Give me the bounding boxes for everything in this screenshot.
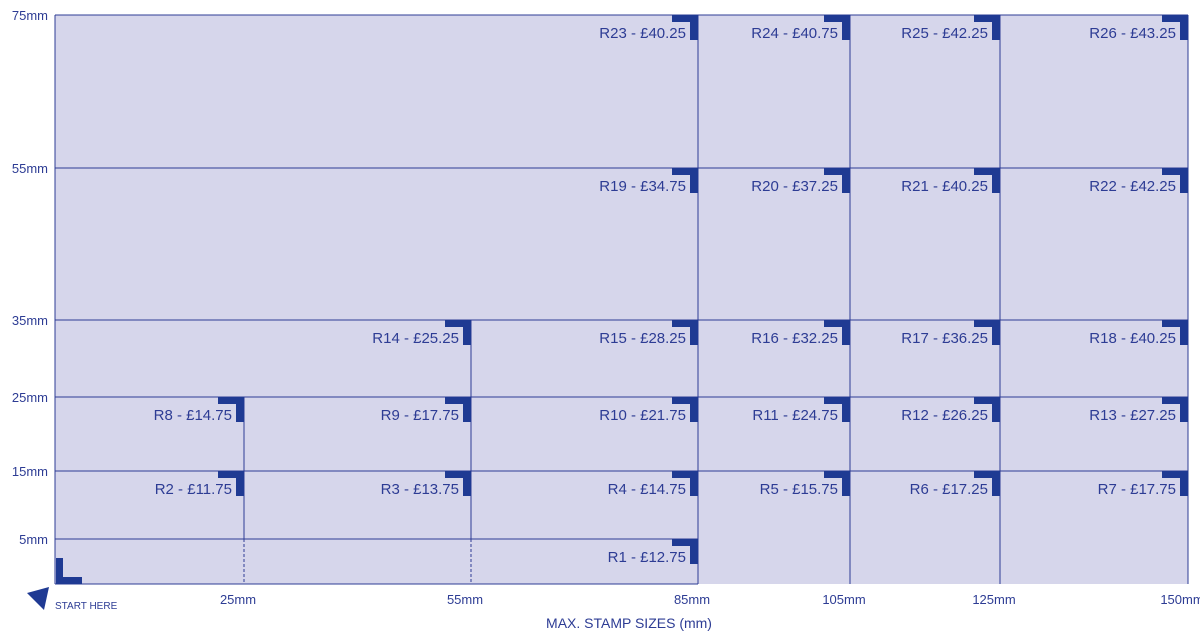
stamp-corner-icon-21 bbox=[974, 168, 1000, 193]
stamp-corner-icon-18 bbox=[1162, 320, 1188, 345]
stamp-corner-icon-3 bbox=[445, 471, 471, 496]
stamp-label-11: R11 - £24.75 bbox=[752, 407, 838, 424]
start-here-label: START HERE bbox=[55, 601, 118, 612]
stamp-corner-icon-7 bbox=[1162, 471, 1188, 496]
x-tick-label: 150mm bbox=[1160, 592, 1200, 607]
stamp-corner-icon-10 bbox=[672, 397, 698, 422]
stamp-corner-icon-2 bbox=[218, 471, 244, 496]
stamp-corner-icon-9 bbox=[445, 397, 471, 422]
stamp-corner-icon-24 bbox=[824, 15, 850, 40]
stamp-label-25: R25 - £42.25 bbox=[901, 25, 988, 42]
stamp-label-23: R23 - £40.25 bbox=[599, 25, 686, 42]
stamp-label-20: R20 - £37.25 bbox=[751, 178, 838, 195]
x-tick-label: 85mm bbox=[674, 592, 710, 607]
stamp-corner-icon-20 bbox=[824, 168, 850, 193]
stamp-label-3: R3 - £13.75 bbox=[381, 481, 459, 498]
stamp-corner-icon-5 bbox=[824, 471, 850, 496]
stamp-label-14: R14 - £25.25 bbox=[372, 330, 459, 347]
x-tick-label: 125mm bbox=[972, 592, 1015, 607]
stamp-corner-icon-12 bbox=[974, 397, 1000, 422]
stamp-corner-icon-16 bbox=[824, 320, 850, 345]
stamp-label-18: R18 - £40.25 bbox=[1089, 330, 1176, 347]
stamp-label-6: R6 - £17.25 bbox=[910, 481, 988, 498]
stamp-corner-icon-15 bbox=[672, 320, 698, 345]
stamp-label-8: R8 - £14.75 bbox=[154, 407, 232, 424]
stamp-label-15: R15 - £28.25 bbox=[599, 330, 686, 347]
stamp-label-24: R24 - £40.75 bbox=[751, 25, 838, 42]
stamp-label-21: R21 - £40.25 bbox=[901, 178, 988, 195]
x-tick-label: 105mm bbox=[822, 592, 865, 607]
stamp-corner-icon-22 bbox=[1162, 168, 1188, 193]
start-marker: START HERE bbox=[27, 558, 118, 612]
y-tick-label: 55mm bbox=[12, 161, 48, 176]
stamp-corner-icon-14 bbox=[445, 320, 471, 345]
stamp-label-10: R10 - £21.75 bbox=[599, 407, 686, 424]
y-tick-label: 15mm bbox=[12, 464, 48, 479]
stamp-corner-icon-25 bbox=[974, 15, 1000, 40]
y-axis: 5mm 15mm 25mm 35mm 55mm 75mm bbox=[12, 8, 48, 547]
x-axis: 25mm 55mm 85mm 105mm 125mm 150mm bbox=[220, 592, 1200, 607]
stamp-corner-icon-17 bbox=[974, 320, 1000, 345]
stamp-corner-icon-19 bbox=[672, 168, 698, 193]
stamp-label-4: R4 - £14.75 bbox=[608, 481, 686, 498]
x-tick-label: 25mm bbox=[220, 592, 256, 607]
stamp-label-16: R16 - £32.25 bbox=[751, 330, 838, 347]
y-tick-label: 25mm bbox=[12, 390, 48, 405]
start-arrow-icon bbox=[27, 587, 49, 610]
stamp-regions: R1 - £12.75 R2 - £11.75 R3 - £13.75 R4 - £1… bbox=[154, 15, 1188, 566]
stamp-label-22: R22 - £42.25 bbox=[1089, 178, 1176, 195]
stamp-corner-icon-26 bbox=[1162, 15, 1188, 40]
stamp-label-5: R5 - £15.75 bbox=[760, 481, 838, 498]
x-axis-title: MAX. STAMP SIZES (mm) bbox=[546, 615, 712, 631]
stamp-corner-icon-1 bbox=[672, 539, 698, 564]
y-tick-label: 75mm bbox=[12, 8, 48, 23]
stamp-label-19: R19 - £34.75 bbox=[599, 178, 686, 195]
y-tick-label: 5mm bbox=[19, 532, 48, 547]
stamp-label-12: R12 - £26.25 bbox=[901, 407, 988, 424]
diagram-background bbox=[55, 15, 1188, 584]
stamp-label-9: R9 - £17.75 bbox=[381, 407, 459, 424]
stamp-label-1: R1 - £12.75 bbox=[608, 549, 686, 566]
stamp-corner-icon-4 bbox=[672, 471, 698, 496]
stamp-corner-icon-11 bbox=[824, 397, 850, 422]
stamp-label-2: R2 - £11.75 bbox=[155, 481, 232, 498]
y-tick-label: 35mm bbox=[12, 313, 48, 328]
x-tick-label: 55mm bbox=[447, 592, 483, 607]
stamp-corner-icon-8 bbox=[218, 397, 244, 422]
stamp-label-26: R26 - £43.25 bbox=[1089, 25, 1176, 42]
stamp-corner-icon-6 bbox=[974, 471, 1000, 496]
origin-corner-icon bbox=[56, 558, 82, 584]
stamp-label-17: R17 - £36.25 bbox=[901, 330, 988, 347]
stamp-label-13: R13 - £27.25 bbox=[1089, 407, 1176, 424]
stamp-corner-icon-23 bbox=[672, 15, 698, 40]
stamp-label-7: R7 - £17.75 bbox=[1098, 481, 1176, 498]
stamp-corner-icon-13 bbox=[1162, 397, 1188, 422]
